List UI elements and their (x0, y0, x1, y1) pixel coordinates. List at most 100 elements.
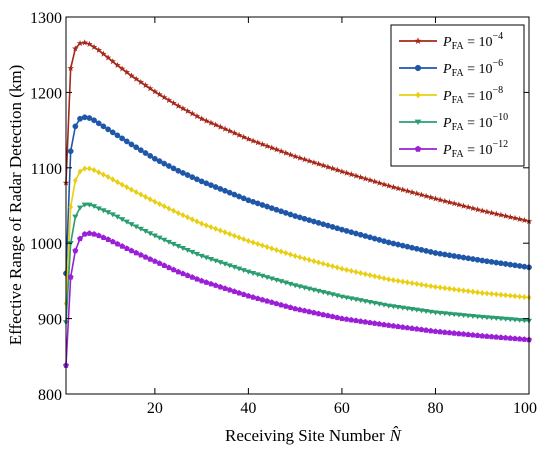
legend-item-3: PFA = 10−8 (399, 85, 503, 106)
series-1-point (446, 198, 453, 206)
series-2-point (455, 253, 462, 260)
series-3-point (358, 269, 363, 277)
series-3 (63, 165, 532, 307)
series-3-point (180, 212, 186, 219)
series-3-point (302, 255, 307, 262)
series-1-point (291, 153, 299, 160)
series-4-point (432, 310, 439, 316)
legend-swatch-marker (414, 119, 422, 126)
series-2-point (385, 239, 392, 246)
series-1-point (72, 45, 79, 52)
series-5-point (179, 270, 186, 277)
y-tick-label: 800 (38, 387, 62, 404)
series-3-point (493, 291, 499, 298)
series-4-point (287, 281, 294, 287)
series-3-point (489, 290, 494, 297)
series-4-point (423, 309, 430, 315)
series-5-point (109, 238, 116, 245)
series-3-point (344, 266, 349, 273)
series-4-point (268, 276, 275, 282)
series-5-point (460, 331, 467, 337)
series-2-point (166, 163, 172, 169)
series-2-point (119, 135, 126, 142)
series-3-point (189, 216, 195, 223)
series-1-point (100, 50, 107, 57)
series-3-point (503, 292, 508, 299)
series-3-point (147, 196, 153, 203)
series-3-point (274, 246, 279, 254)
series-2-point (147, 153, 154, 159)
series-4-point (437, 310, 444, 316)
series-5-point (451, 330, 458, 336)
series-4-point (320, 290, 327, 295)
series-4-point (385, 303, 392, 309)
series-1-point (334, 166, 341, 173)
series-4-point (418, 308, 425, 314)
series-4-point (264, 275, 271, 281)
series-4-point (474, 314, 481, 320)
series-3-point (428, 283, 434, 290)
series-3-point (391, 277, 396, 284)
series-3-point (208, 223, 214, 231)
series-2-point (446, 252, 453, 259)
series-3-point (334, 264, 340, 271)
series-4-point (338, 294, 346, 300)
series-4-point (376, 301, 383, 307)
legend-label: PFA = 10−6 (442, 58, 503, 79)
series-1-point (441, 197, 449, 204)
series-4-point (72, 214, 79, 220)
series-1-point (86, 40, 93, 47)
series-1-point (207, 119, 215, 126)
series-4-point (217, 260, 224, 266)
series-5-point (236, 289, 242, 296)
series-1-point (502, 212, 509, 219)
series-1-point (175, 102, 182, 109)
series-5-point (156, 260, 163, 266)
series-1-point (95, 46, 102, 53)
series-5-point (413, 325, 420, 332)
series-1-point (287, 151, 294, 158)
series-3-point (297, 254, 303, 261)
series-3-point (255, 240, 261, 248)
series-4-point (212, 258, 219, 264)
series-4-point (273, 277, 280, 283)
series-1-point (450, 200, 458, 207)
series-5-point (175, 268, 182, 275)
series-3-point (442, 285, 448, 292)
series-4-point (343, 295, 350, 301)
series-4-point (366, 299, 374, 305)
x-tick-label: 40 (240, 400, 256, 417)
legend-label: PFA = 10−12 (442, 139, 508, 160)
series-5-point (418, 326, 425, 333)
series-4-point (427, 309, 434, 315)
series-4-point (324, 291, 331, 297)
series-4-point (507, 317, 514, 323)
series-3-point (236, 234, 242, 241)
series-2-point (128, 141, 135, 148)
series-2-point (156, 158, 163, 165)
series-3-point (264, 243, 270, 251)
series-3-point (451, 286, 457, 293)
series-4-point (399, 305, 406, 311)
series-3-point (73, 177, 78, 184)
series-3-point (475, 289, 480, 296)
series-4 (62, 202, 533, 326)
series-2-point (479, 257, 486, 264)
series-3-point (203, 222, 209, 229)
series-5-point (67, 274, 74, 280)
series-2-point (194, 176, 200, 183)
series-4-point (156, 235, 163, 241)
series-2-point (469, 256, 476, 262)
series-4-point (497, 316, 505, 322)
series-3-point (77, 168, 83, 175)
series-4-point (207, 257, 215, 262)
series-5-point (119, 243, 126, 249)
series-4-point (142, 228, 149, 234)
series-5-point (399, 324, 406, 330)
series-1-point (422, 192, 430, 199)
series-2-point (474, 256, 481, 263)
series-1-point (282, 149, 290, 156)
x-axis-title-text: Receiving Site Number (225, 426, 385, 445)
series-3-point (119, 181, 125, 188)
